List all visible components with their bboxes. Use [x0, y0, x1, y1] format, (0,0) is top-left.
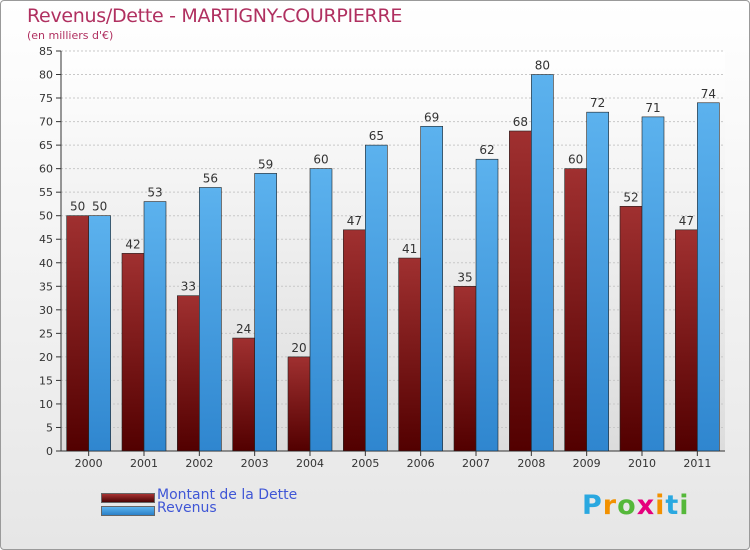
- y-tick-label: 80: [39, 69, 53, 82]
- y-tick-label: 25: [39, 327, 53, 340]
- legend-label-revenus: Revenus: [157, 500, 217, 516]
- y-tick-label: 50: [39, 210, 53, 223]
- plot-area: [61, 51, 725, 451]
- data-label-revenus: 74: [701, 87, 716, 101]
- y-tick-label: 5: [46, 421, 53, 434]
- data-label-dette: 41: [402, 242, 417, 256]
- y-tick-label: 75: [39, 92, 53, 105]
- bar-revenus: [365, 144, 388, 452]
- data-label-revenus: 60: [313, 153, 328, 167]
- data-label-revenus: 69: [424, 110, 439, 124]
- bar-dette: [232, 337, 255, 452]
- logo-letter: P: [582, 490, 603, 521]
- y-tick-label: 40: [39, 257, 53, 270]
- bar-dette: [398, 257, 421, 452]
- y-tick-label: 45: [39, 233, 53, 246]
- bar-dette: [453, 285, 477, 452]
- bar-revenus: [309, 168, 333, 452]
- legend-label-dette: Montant de la Dette: [157, 487, 298, 503]
- data-label-dette: 24: [236, 322, 251, 336]
- bar-revenus: [88, 215, 111, 452]
- legend-swatch-dette: [101, 493, 155, 503]
- logo-letter: i: [679, 490, 690, 521]
- x-tick-label: 2006: [407, 457, 435, 470]
- bar-revenus: [697, 102, 720, 452]
- data-label-revenus: 65: [369, 129, 384, 143]
- bar-dette: [287, 356, 311, 452]
- logo-letter: t: [665, 490, 680, 521]
- data-label-revenus: 72: [590, 96, 605, 110]
- bar-dette: [564, 168, 587, 452]
- bar-dette: [66, 215, 89, 452]
- y-tick-label: 70: [39, 116, 53, 129]
- data-label-revenus: 53: [147, 186, 162, 200]
- chart-subtitle: (en milliers d'€): [27, 29, 114, 42]
- y-tick-label: 10: [39, 398, 53, 411]
- data-label-dette: 33: [181, 280, 196, 294]
- data-label-revenus: 62: [479, 143, 494, 157]
- data-label-dette: 42: [125, 237, 140, 251]
- bar-dette: [343, 229, 366, 452]
- y-tick-label: 15: [39, 374, 53, 387]
- y-tick-label: 55: [39, 186, 53, 199]
- x-tick-label: 2007: [462, 457, 490, 470]
- chart-title: Revenus/Dette - MARTIGNY-COURPIERRE: [27, 5, 403, 27]
- data-label-revenus: 56: [203, 171, 218, 185]
- data-label-dette: 47: [679, 214, 694, 228]
- x-tick-label: 2002: [185, 457, 213, 470]
- x-tick-label: 2000: [75, 457, 103, 470]
- data-label-dette: 60: [568, 153, 583, 167]
- bar-revenus: [531, 74, 554, 452]
- data-label-dette: 47: [347, 214, 362, 228]
- y-tick-label: 30: [39, 304, 53, 317]
- bar-dette: [121, 253, 145, 452]
- legend-swatch-revenus: [101, 506, 155, 516]
- x-tick-label: 2009: [573, 457, 601, 470]
- logo-letter: x: [636, 490, 656, 521]
- proxiti-logo: Proxiti: [582, 490, 690, 521]
- bar-revenus: [143, 201, 167, 452]
- x-tick-label: 2005: [351, 457, 379, 470]
- bar-dette: [675, 229, 698, 452]
- bar-dette: [177, 295, 200, 452]
- bar-revenus: [199, 187, 222, 452]
- x-tick-label: 2001: [130, 457, 158, 470]
- x-tick-label: 2008: [517, 457, 545, 470]
- x-tick-label: 2011: [683, 457, 711, 470]
- bar-dette: [509, 130, 532, 452]
- logo-letter: o: [617, 490, 637, 521]
- y-tick-label: 35: [39, 280, 53, 293]
- data-label-dette: 50: [70, 200, 85, 214]
- bar-revenus: [254, 173, 277, 452]
- bar-revenus: [475, 158, 499, 452]
- bar-dette: [619, 205, 643, 452]
- bar-revenus: [586, 111, 609, 452]
- data-label-dette: 68: [513, 115, 528, 129]
- y-tick-label: 20: [39, 351, 53, 364]
- data-label-dette: 20: [291, 341, 306, 355]
- bar-revenus: [420, 125, 443, 452]
- x-tick-label: 2004: [296, 457, 324, 470]
- y-tick-label: 65: [39, 139, 53, 152]
- x-tick-label: 2010: [628, 457, 656, 470]
- data-label-revenus: 50: [92, 200, 107, 214]
- data-label-dette: 35: [457, 270, 472, 284]
- logo-letter: r: [602, 490, 618, 521]
- y-tick-label: 60: [39, 163, 53, 176]
- data-label-dette: 52: [623, 190, 638, 204]
- data-label-revenus: 80: [535, 59, 550, 73]
- logo-letter: i: [655, 490, 666, 521]
- y-tick-label: 0: [46, 445, 53, 458]
- bar-revenus: [641, 116, 665, 452]
- y-tick-label: 85: [39, 45, 53, 58]
- x-tick-label: 2003: [241, 457, 269, 470]
- data-label-revenus: 71: [645, 101, 660, 115]
- data-label-revenus: 59: [258, 157, 273, 171]
